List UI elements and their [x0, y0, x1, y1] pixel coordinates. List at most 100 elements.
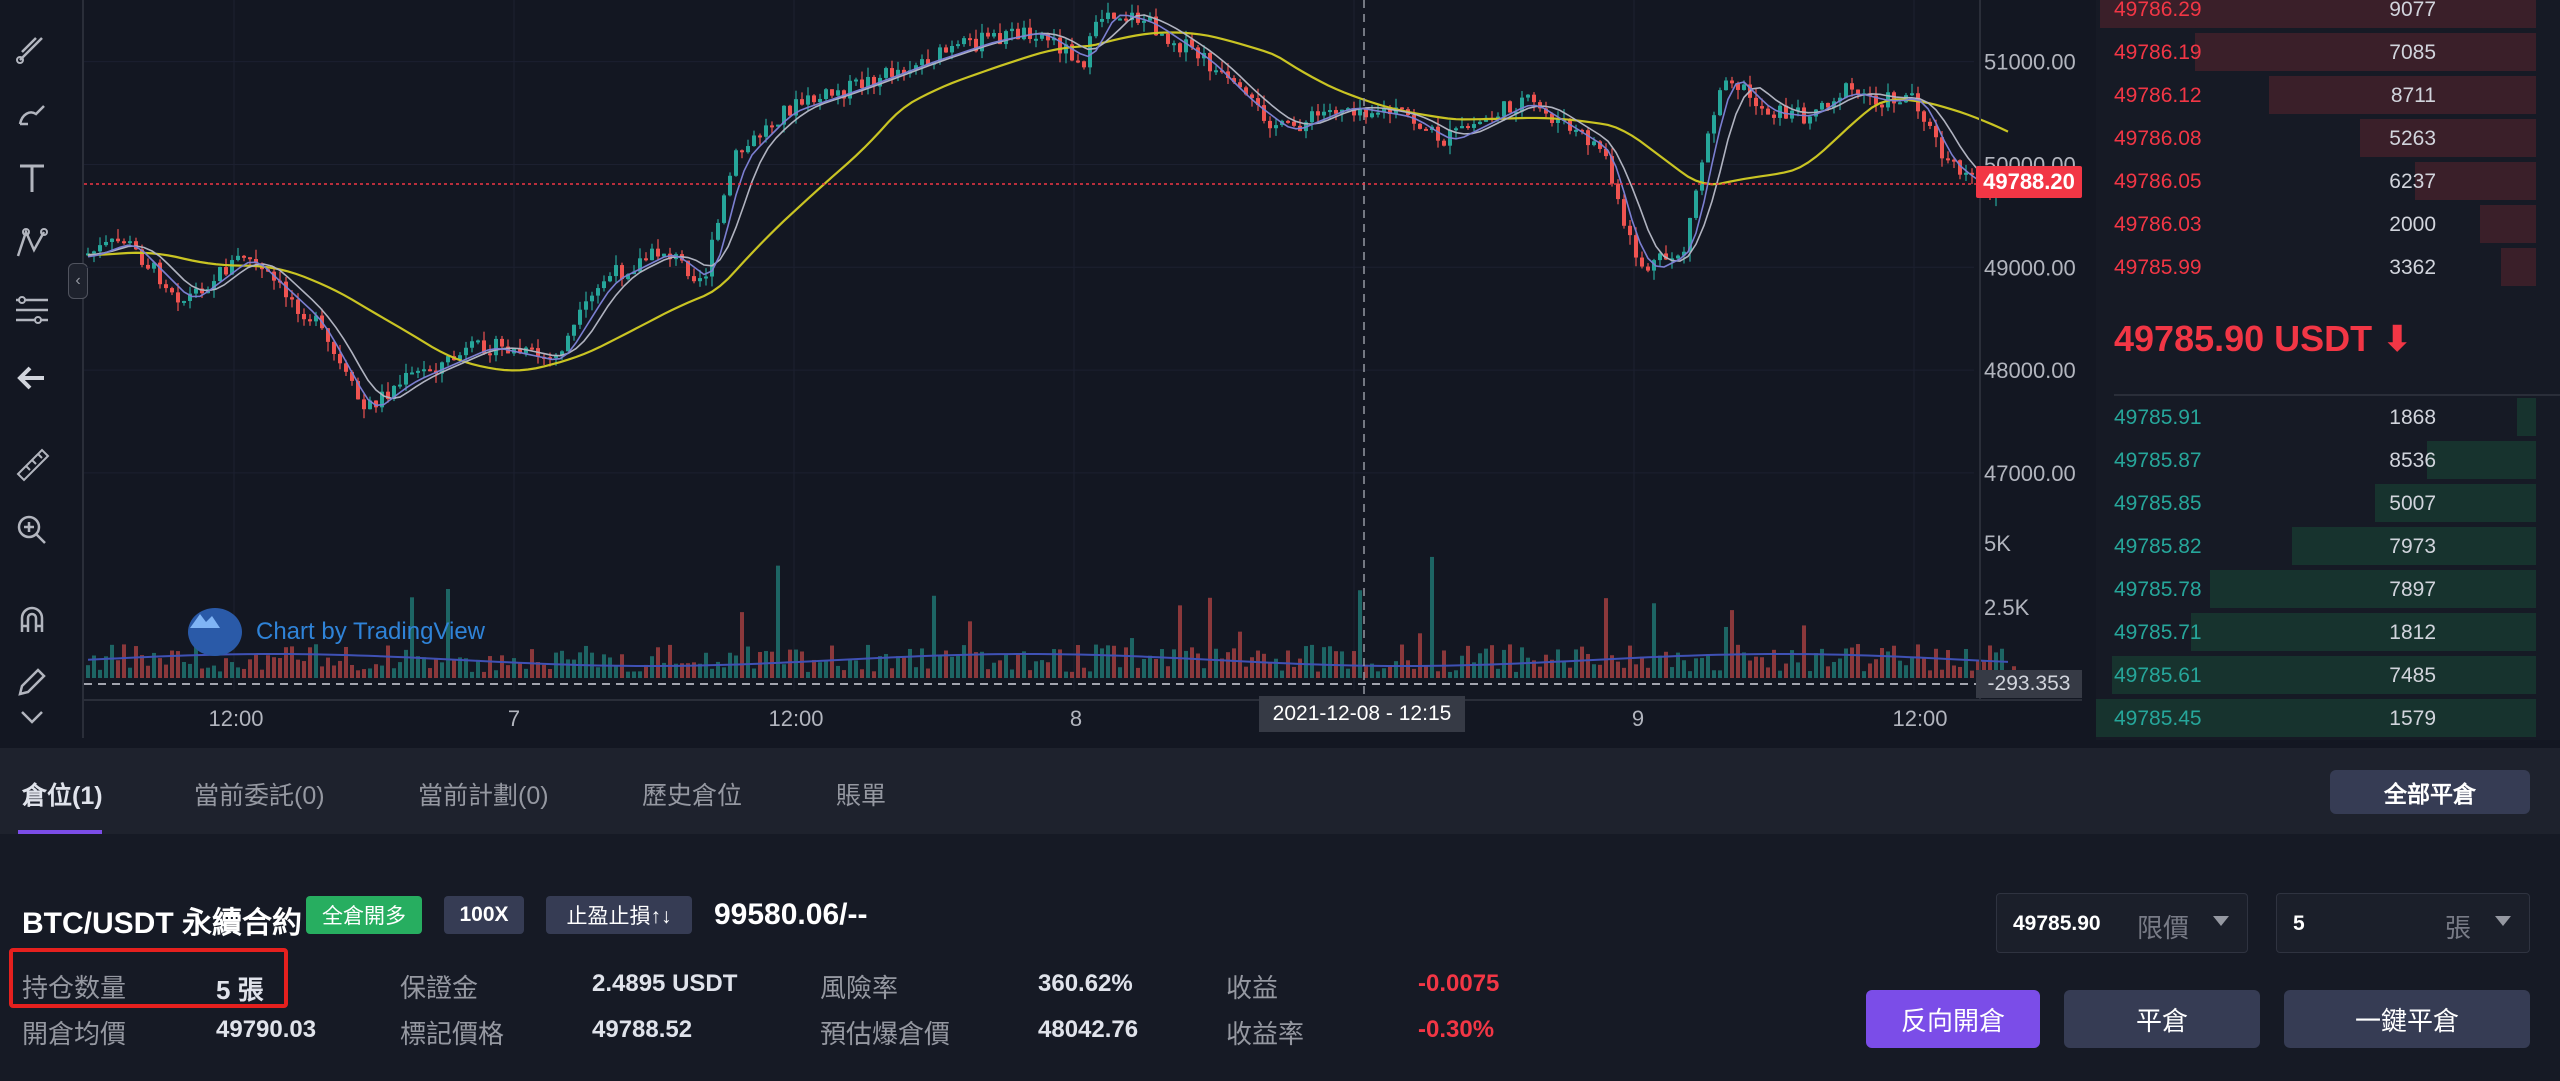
candle-body	[608, 276, 612, 282]
close-qty-field[interactable]: 5 張	[2276, 893, 2530, 953]
volume-bar	[956, 654, 960, 678]
ask-row[interactable]: 49786.29907741735	[2096, 0, 2536, 30]
candle-body	[1934, 125, 1938, 138]
candle-body	[1118, 18, 1122, 21]
order-type-select[interactable]: 限價	[2136, 913, 2189, 943]
ma-mid-line	[87, 14, 2009, 400]
candle-body	[986, 32, 990, 37]
bid-row[interactable]: 49785.9118681868	[2096, 396, 2536, 438]
depth-bar	[2112, 656, 2536, 694]
volume-bar	[1148, 655, 1152, 678]
volume-bar	[740, 612, 744, 678]
ask-row[interactable]: 49786.08526316862	[2096, 117, 2536, 159]
volume-bar	[566, 659, 570, 678]
candle-body	[1244, 87, 1248, 95]
candlestick-chart[interactable]: 51000.0050000.0049000.0048000.0047000.00…	[84, 0, 2082, 740]
fib-icon[interactable]	[0, 282, 64, 338]
candle-body	[602, 281, 606, 289]
bid-total: 23384	[2396, 535, 2560, 559]
back-arrow-icon[interactable]	[0, 350, 64, 406]
tab-bills[interactable]: 賬單	[836, 782, 887, 810]
tab-open-orders[interactable]: 當前委託(0)	[194, 782, 325, 810]
close-qty-input[interactable]: 5	[2293, 912, 2305, 935]
volume-bar	[212, 665, 216, 678]
candle-body	[974, 38, 978, 52]
volume-bar	[848, 659, 852, 678]
pattern-icon[interactable]	[0, 216, 64, 272]
trend-line-icon[interactable]	[0, 20, 64, 76]
bid-price: 49785.91	[2114, 406, 2202, 429]
candle-body	[776, 124, 780, 127]
volume-bar	[464, 658, 468, 678]
close-position-button[interactable]: 平倉	[2064, 990, 2260, 1048]
candle-body	[1184, 39, 1188, 53]
volume-bar	[1064, 671, 1068, 678]
bid-row[interactable]: 49785.87853610404	[2096, 439, 2536, 481]
volume-bar	[1802, 625, 1806, 678]
volume-bar	[1250, 657, 1254, 678]
magnet-icon[interactable]	[0, 592, 64, 648]
tpsl-button[interactable]: 止盈止損↑↓	[546, 896, 692, 934]
bid-row[interactable]: 49785.71181233093	[2096, 611, 2536, 653]
volume-bar	[1154, 658, 1158, 678]
chevron-down-icon[interactable]	[0, 690, 64, 746]
bid-row[interactable]: 49785.61748540578	[2096, 654, 2536, 696]
bid-row[interactable]: 49785.45157942157	[2096, 697, 2536, 739]
tab-plan-orders[interactable]: 當前計劃(0)	[418, 782, 549, 810]
pencil-lock-icon[interactable]	[0, 654, 64, 710]
leverage-tag[interactable]: 100X	[444, 896, 524, 934]
candle-body	[1310, 111, 1314, 123]
ask-row[interactable]: 49786.0320005362	[2096, 203, 2536, 245]
volume-bar	[794, 649, 798, 678]
volume-bar	[746, 646, 750, 678]
one-click-close-button[interactable]: 一鍵平倉	[2284, 990, 2530, 1048]
volume-bar	[206, 667, 210, 678]
ask-row[interactable]: 49786.12871125573	[2096, 74, 2536, 116]
zoom-in-icon[interactable]	[0, 502, 64, 558]
close-price-input[interactable]: 49785.90	[2013, 912, 2101, 935]
close-all-button[interactable]: 全部平倉	[2330, 770, 2530, 814]
qty-unit-select[interactable]: 張	[2444, 913, 2471, 943]
bid-qty: 7973	[2389, 535, 2436, 558]
bid-row[interactable]: 49785.85500715411	[2096, 482, 2536, 524]
close-price-field[interactable]: 49785.90 限價	[1996, 893, 2248, 953]
volume-bar	[458, 657, 462, 678]
ruler-icon[interactable]	[0, 436, 64, 492]
volume-bar	[1688, 671, 1692, 678]
position-panel: 倉位(1) 當前委託(0) 當前計劃(0) 歷史倉位 賬單 全部平倉 BTC/U…	[0, 748, 2560, 1081]
volume-bar	[506, 665, 510, 678]
reverse-open-button[interactable]: 反向開倉	[1866, 990, 2040, 1048]
volume-bar	[422, 657, 426, 678]
candle-body	[1028, 27, 1032, 39]
volume-bar	[344, 646, 348, 678]
chevron-down-icon[interactable]	[2213, 916, 2229, 926]
brush-icon[interactable]	[0, 86, 64, 142]
candle-body	[1700, 162, 1704, 191]
collapse-toolbar-button[interactable]: ‹	[68, 263, 88, 299]
candle-body	[1112, 12, 1116, 19]
bid-row[interactable]: 49785.82797323384	[2096, 525, 2536, 567]
candle-body	[1592, 141, 1596, 146]
chevron-down-icon[interactable]	[2495, 916, 2511, 926]
volume-badge: -293.353	[1976, 670, 2082, 698]
candle-body	[1124, 18, 1128, 21]
volume-bar	[188, 663, 192, 678]
bid-row[interactable]: 49785.78789731281	[2096, 568, 2536, 610]
volume-bar	[1010, 669, 1014, 678]
tab-positions[interactable]: 倉位(1)	[22, 782, 103, 810]
volume-bar	[1472, 662, 1476, 678]
volume-bar	[1130, 638, 1134, 678]
ask-row[interactable]: 49785.9933623362	[2096, 246, 2536, 288]
ask-row[interactable]: 49786.05623711599	[2096, 160, 2536, 202]
volume-bar	[1664, 651, 1668, 678]
tab-position-history[interactable]: 歷史倉位	[642, 782, 743, 810]
volume-bar	[1592, 664, 1596, 678]
volume-bar	[644, 664, 648, 678]
price-chart[interactable]: 51000.00 50000.00 49000.00 48000.00 47000.00…	[84, 0, 2082, 740]
volume-bar	[806, 671, 810, 678]
tradingview-watermark[interactable]: Chart by TradingView	[188, 608, 485, 656]
volume-bar	[1136, 667, 1140, 678]
text-icon[interactable]	[0, 150, 64, 206]
volume-bar	[524, 668, 528, 678]
ask-row[interactable]: 49786.19708532658	[2096, 31, 2536, 73]
